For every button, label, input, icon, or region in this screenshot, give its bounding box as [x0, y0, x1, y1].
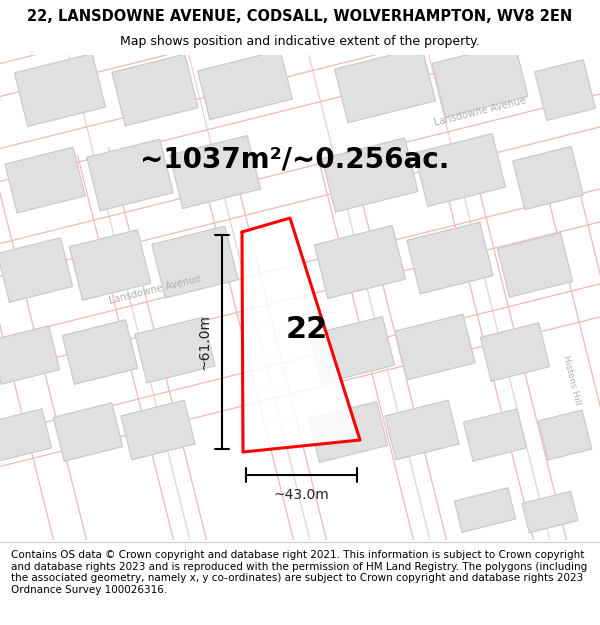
Polygon shape [112, 54, 198, 126]
Polygon shape [407, 222, 493, 294]
Polygon shape [70, 230, 151, 300]
Text: 22, LANSDOWNE AVENUE, CODSALL, WOLVERHAMPTON, WV8 2EN: 22, LANSDOWNE AVENUE, CODSALL, WOLVERHAM… [28, 9, 572, 24]
Polygon shape [454, 488, 515, 532]
Text: Contains OS data © Crown copyright and database right 2021. This information is : Contains OS data © Crown copyright and d… [11, 550, 587, 595]
Polygon shape [121, 400, 195, 460]
Polygon shape [335, 48, 436, 122]
Text: Lansdowne Avenue: Lansdowne Avenue [433, 96, 527, 128]
Text: Map shows position and indicative extent of the property.: Map shows position and indicative extent… [120, 35, 480, 48]
Polygon shape [322, 138, 418, 212]
Polygon shape [152, 226, 238, 298]
Text: ~61.0m: ~61.0m [197, 314, 211, 370]
Polygon shape [87, 139, 173, 211]
Polygon shape [0, 409, 52, 461]
Polygon shape [481, 323, 550, 381]
Polygon shape [538, 410, 592, 460]
Polygon shape [5, 148, 85, 213]
Polygon shape [314, 226, 406, 298]
Polygon shape [170, 136, 260, 208]
Polygon shape [14, 54, 106, 126]
Polygon shape [135, 318, 215, 382]
Polygon shape [497, 233, 572, 297]
Polygon shape [385, 400, 459, 460]
Polygon shape [62, 320, 137, 384]
Polygon shape [198, 51, 292, 119]
Polygon shape [310, 317, 394, 383]
Polygon shape [242, 218, 360, 452]
Polygon shape [415, 134, 505, 206]
Text: Lansdowne Avenue: Lansdowne Avenue [108, 274, 202, 306]
Polygon shape [522, 491, 578, 532]
Text: ~1037m²/~0.256ac.: ~1037m²/~0.256ac. [140, 146, 449, 174]
Polygon shape [535, 60, 595, 120]
Polygon shape [0, 326, 59, 384]
Polygon shape [432, 43, 528, 117]
Text: 22: 22 [286, 316, 328, 344]
Text: ~43.0m: ~43.0m [274, 488, 329, 502]
Text: Histons Hill: Histons Hill [562, 354, 583, 406]
Polygon shape [513, 146, 583, 209]
Polygon shape [463, 409, 527, 461]
Polygon shape [395, 314, 475, 380]
Polygon shape [308, 402, 388, 462]
Polygon shape [53, 403, 122, 461]
Polygon shape [0, 238, 73, 302]
